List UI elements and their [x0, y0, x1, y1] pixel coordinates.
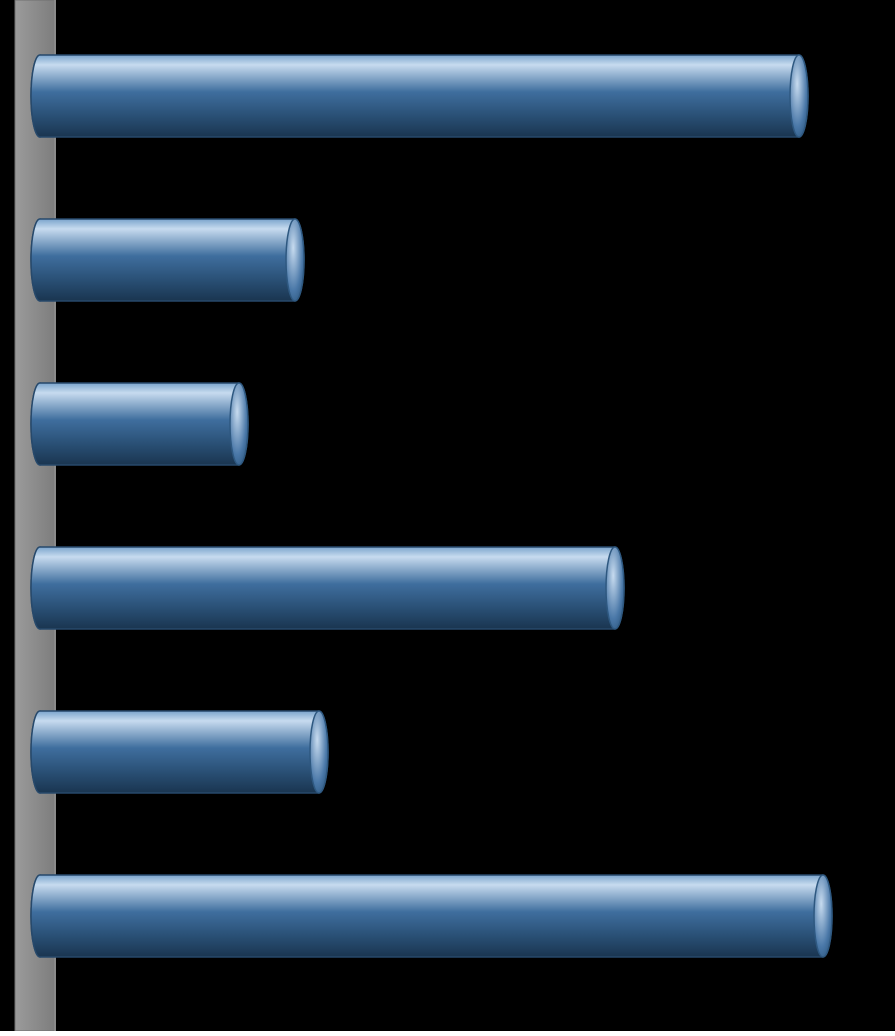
bar-body: [31, 219, 304, 301]
bar-front-cap: [286, 219, 304, 301]
bar-front-cap: [230, 383, 248, 465]
chart-bar: [31, 55, 808, 137]
chart-bar: [31, 219, 304, 301]
bar-front-cap: [310, 711, 328, 793]
bar-body: [31, 547, 624, 629]
bar-body: [31, 383, 248, 465]
chart-bar: [31, 875, 832, 957]
bar-front-cap: [790, 55, 808, 137]
bar-body: [31, 711, 328, 793]
horizontal-cylinder-bar-chart: [0, 0, 895, 1031]
chart-bar: [31, 711, 328, 793]
bar-body: [31, 875, 832, 957]
chart-bar: [31, 383, 248, 465]
bar-front-cap: [606, 547, 624, 629]
bar-body: [31, 55, 808, 137]
chart-bar: [31, 547, 624, 629]
bar-front-cap: [814, 875, 832, 957]
